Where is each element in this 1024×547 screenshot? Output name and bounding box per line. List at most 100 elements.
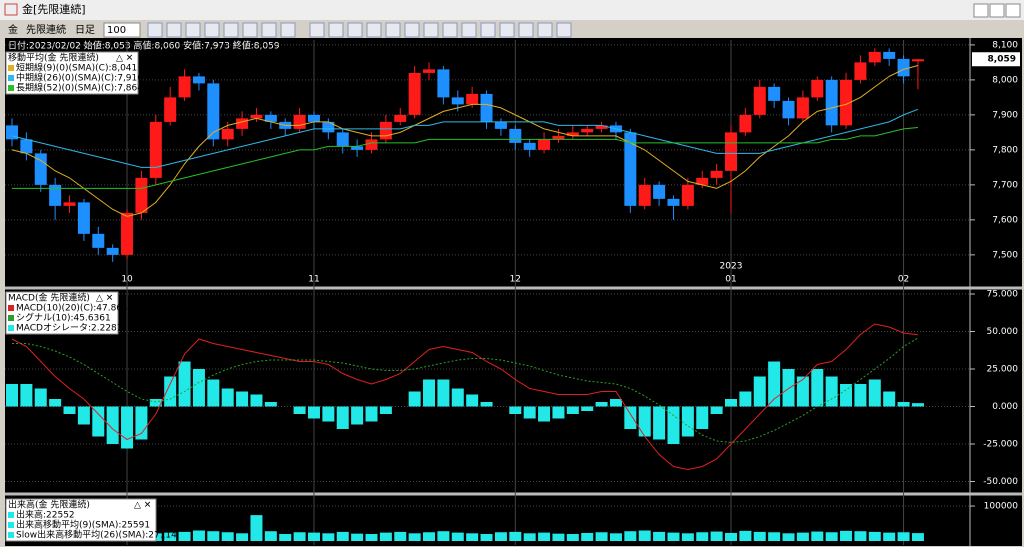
tool-button[interactable] bbox=[223, 22, 239, 38]
candle-body bbox=[739, 114, 752, 133]
legend-icons: △ ✕ bbox=[116, 54, 133, 64]
legend-entry: シグナル(10):45.6361 bbox=[16, 312, 111, 324]
toolbar-icons[interactable] bbox=[147, 22, 572, 38]
oscillator-bar bbox=[49, 399, 62, 407]
close-button[interactable] bbox=[1005, 3, 1021, 18]
candle-body bbox=[494, 121, 507, 129]
candle-body bbox=[394, 114, 407, 122]
legend-title: 移動平均(金 先限連続) bbox=[8, 52, 99, 64]
tool-button[interactable] bbox=[366, 22, 382, 38]
oscillator-bar bbox=[322, 406, 335, 422]
candle-body bbox=[250, 114, 263, 119]
candle-body bbox=[106, 247, 119, 255]
volume-bar bbox=[868, 531, 881, 541]
tool-button[interactable] bbox=[166, 22, 182, 38]
oscillator-bar bbox=[264, 402, 277, 407]
oscillator-bar bbox=[681, 406, 694, 437]
candle-body bbox=[164, 97, 177, 122]
tool-button[interactable] bbox=[185, 22, 201, 38]
oscillator-bar bbox=[825, 376, 838, 407]
volume-bar bbox=[552, 533, 565, 541]
volume-bar bbox=[236, 533, 249, 541]
candle-body bbox=[854, 62, 867, 80]
volume-bar bbox=[379, 532, 392, 541]
oscillator-bar bbox=[538, 406, 551, 422]
volume-bar bbox=[854, 531, 867, 541]
oscillator-bar bbox=[250, 394, 263, 407]
tool-button[interactable] bbox=[309, 22, 325, 38]
legend-swatch bbox=[8, 315, 14, 321]
volume-bar bbox=[279, 534, 292, 541]
minimize-button[interactable] bbox=[973, 3, 989, 18]
volume-bar bbox=[595, 532, 608, 541]
y-tick-label: 7,600 bbox=[992, 215, 1018, 225]
legend-swatch bbox=[8, 75, 14, 81]
tool-button[interactable] bbox=[328, 22, 344, 38]
y-tick-label: 7,700 bbox=[992, 180, 1018, 190]
window-title: 金[先限連続] bbox=[22, 2, 86, 16]
tool-button[interactable] bbox=[280, 22, 296, 38]
tool-button[interactable] bbox=[404, 22, 420, 38]
candle-body bbox=[178, 76, 191, 98]
legend-entry: MACDオシレータ:2.2281 bbox=[16, 323, 123, 334]
oscillator-bar bbox=[149, 399, 162, 407]
indicator-line bbox=[12, 337, 919, 444]
tool-button[interactable] bbox=[499, 22, 515, 38]
x-tick-label: 02 bbox=[898, 275, 909, 285]
tool-button[interactable] bbox=[261, 22, 277, 38]
oscillator-bar bbox=[408, 391, 421, 407]
candle-body bbox=[782, 100, 795, 119]
volume-bar bbox=[192, 530, 205, 541]
oscillator-bar bbox=[466, 394, 479, 407]
volume-bar bbox=[667, 532, 680, 541]
oscillator-bar bbox=[638, 406, 651, 437]
candle-body bbox=[192, 76, 205, 84]
tool-button[interactable] bbox=[385, 22, 401, 38]
tool-button[interactable] bbox=[480, 22, 496, 38]
oscillator-bar bbox=[897, 402, 910, 407]
legend-swatch bbox=[8, 65, 14, 71]
tool-button[interactable] bbox=[518, 22, 534, 38]
volume-bar bbox=[365, 534, 378, 541]
tool-button[interactable] bbox=[537, 22, 553, 38]
y-tick-label: -50.000 bbox=[983, 477, 1018, 487]
tool-button[interactable] bbox=[423, 22, 439, 38]
tool-button[interactable] bbox=[442, 22, 458, 38]
candle-body bbox=[566, 132, 579, 136]
tool-button[interactable] bbox=[147, 22, 163, 38]
candle-body bbox=[653, 184, 666, 199]
legend-title: 出来高(金 先限連続) bbox=[8, 499, 90, 511]
oscillator-bar bbox=[236, 391, 249, 407]
contract[interactable]: 先限連続 bbox=[26, 23, 66, 36]
candle-body bbox=[207, 83, 220, 140]
candle-body bbox=[768, 86, 781, 101]
oscillator-bar bbox=[365, 406, 378, 422]
tool-button[interactable] bbox=[556, 22, 572, 38]
tool-button[interactable] bbox=[242, 22, 258, 38]
candle-body bbox=[121, 212, 134, 255]
maximize-button[interactable] bbox=[989, 3, 1005, 18]
count[interactable]: 100 bbox=[107, 25, 126, 36]
tool-button[interactable] bbox=[347, 22, 363, 38]
oscillator-bar bbox=[796, 376, 809, 407]
candle-body bbox=[336, 132, 349, 147]
candle-body bbox=[883, 51, 896, 59]
oscillator-bar bbox=[609, 399, 622, 407]
volume-bar bbox=[710, 531, 723, 541]
count-box[interactable] bbox=[103, 22, 141, 38]
tool-button[interactable] bbox=[204, 22, 220, 38]
period[interactable]: 日足 bbox=[75, 24, 95, 36]
volume-bar bbox=[581, 532, 594, 541]
legend-box bbox=[5, 498, 157, 542]
chart-area bbox=[5, 38, 1022, 546]
window-buttons[interactable] bbox=[973, 3, 1021, 18]
candle-body bbox=[307, 114, 320, 122]
symbol[interactable]: 金 bbox=[8, 23, 18, 36]
oscillator-bar bbox=[739, 391, 752, 407]
legend-swatch bbox=[8, 522, 14, 528]
legend-swatch bbox=[8, 512, 14, 518]
candle-body bbox=[595, 125, 608, 129]
y-tick-label: -25.000 bbox=[983, 440, 1018, 450]
tool-button[interactable] bbox=[461, 22, 477, 38]
oscillator-bar bbox=[523, 406, 536, 419]
